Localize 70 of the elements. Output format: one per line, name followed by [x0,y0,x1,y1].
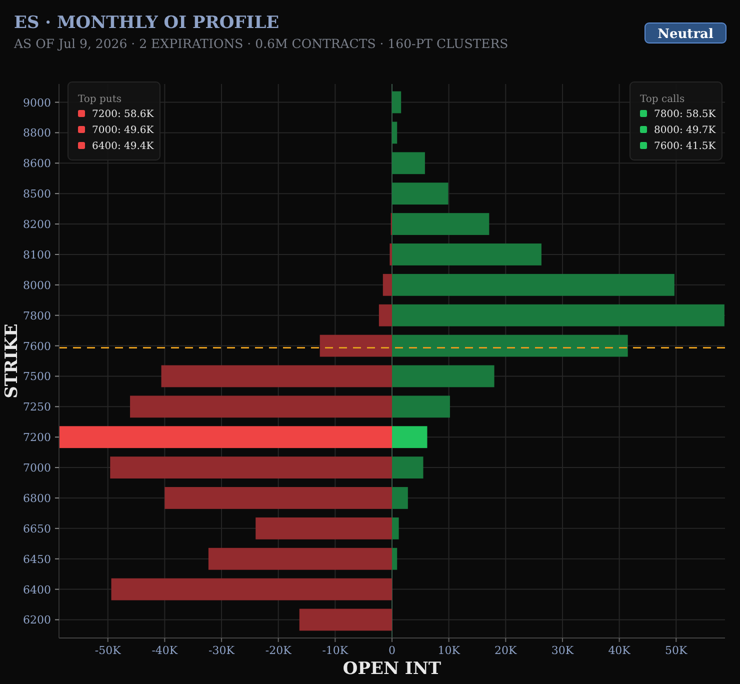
y-tick-label: 6650 [23,522,51,536]
x-tick-label: -20K [265,644,292,657]
y-tick-label: 7250 [23,400,51,414]
annotation: Top puts [78,94,122,105]
bar [392,487,408,509]
y-tick-label: 8500 [23,188,51,201]
x-tick-label: 10K [438,644,461,657]
x-tick-label: 40K [608,644,632,657]
bar [378,304,392,326]
y-tick-label: 8000 [23,278,51,292]
bar [392,548,398,570]
y-tick-label: 6200 [23,614,51,627]
bar [208,548,392,570]
annotation: 7000: 49.6K [92,125,154,136]
bar [256,517,392,540]
bar [392,152,425,174]
bar [59,426,392,448]
y-tick-label: 8600 [23,157,51,170]
bar [392,365,494,388]
text: Neutral [658,27,714,42]
bar [392,91,402,114]
x-tick-label: -10K [322,644,349,657]
bar [392,244,542,266]
y-tick-label: 8200 [23,218,51,232]
y-tick-label: 7500 [23,370,51,384]
bar [320,334,392,357]
annotation: 7200: 58.6K [92,109,154,120]
bar [161,365,392,388]
y-tick-label: 6400 [23,583,51,596]
bar [392,182,448,205]
chart-subtitle: AS OF Jul 9, 2026 · 2 EXPIRATIONS · 0.6M CONTRACTS · 160-PT CLUSTERS [13,36,508,51]
annotation: Top calls [640,94,685,105]
bar [130,396,392,418]
bar [392,334,628,357]
chart-title: ES · MONTHLY OI PROFILE [14,13,280,33]
bar [392,122,398,144]
bar [111,578,392,600]
bar [382,274,392,296]
y-tick-label: 8100 [23,248,51,262]
x-tick-label: 0 [388,644,396,657]
x-tick-label: -40K [152,644,178,657]
bar [392,517,399,540]
y-tick-label: 9000 [23,96,51,110]
bar [392,396,450,418]
annotation: 6400: 49.4K [92,141,154,152]
x-axis-title: OPEN INT [342,659,442,679]
bar [392,456,424,478]
x-tick-label: 20K [494,644,518,657]
bar [392,274,674,296]
bar [392,213,490,235]
y-tick-label: 7800 [23,309,51,322]
y-axis-title: STRIKE [2,324,22,398]
bar [299,608,392,631]
x-tick-label: -30K [208,644,236,657]
annotation: 7600: 41.5K [654,141,716,152]
y-tick-label: 7000 [23,462,51,475]
x-tick-label: 30K [551,644,574,657]
annotation: 7800: 58.5K [654,109,716,120]
x-tick-label: 50K [665,644,688,657]
annotation: 8000: 49.7K [654,125,716,136]
x-tick-label: -50K [94,644,122,657]
y-tick-label: 6450 [23,552,51,566]
bar [392,426,428,448]
bar [392,304,724,326]
y-tick-label: 7200 [23,431,51,444]
bar [164,487,392,509]
y-tick-label: 6800 [23,492,51,505]
y-tick-label: 7600 [23,340,51,353]
bar [110,456,392,478]
y-tick-label: 8800 [23,126,51,140]
